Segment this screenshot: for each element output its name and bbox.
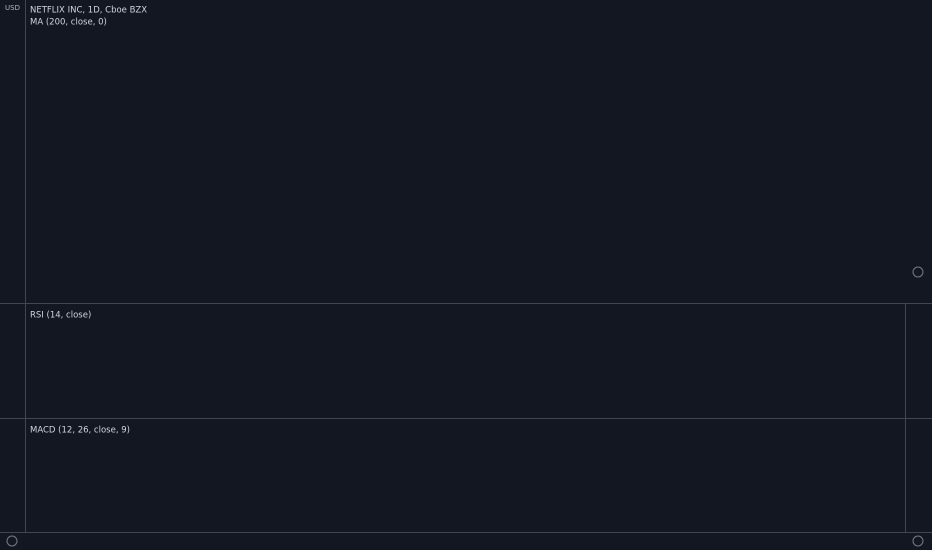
symbol-title: NETFLIX INC, 1D, Cboe BZX [30, 6, 147, 16]
rsi-legend: RSI (14, close) [30, 311, 91, 321]
timezone-icon[interactable] [6, 535, 18, 547]
macd-legend: MACD (12, 26, close, 9) [30, 426, 130, 436]
currency-label: USD [5, 4, 20, 12]
auto-scale-icon[interactable] [912, 535, 924, 547]
ma-legend: MA (200, close, 0) [30, 18, 107, 28]
scale-icon[interactable] [912, 266, 924, 278]
